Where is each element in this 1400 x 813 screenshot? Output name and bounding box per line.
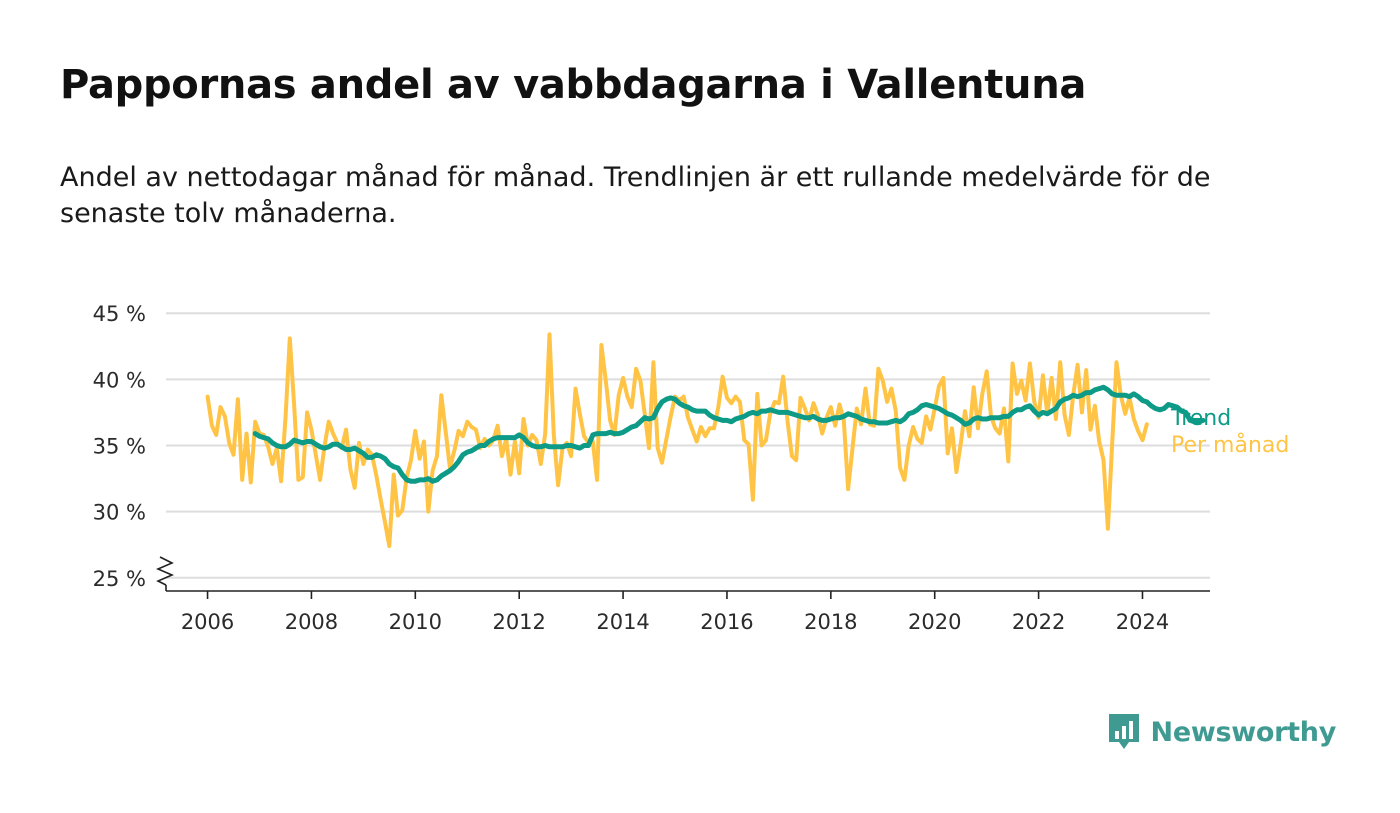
series-label-trend: Trend — [1170, 406, 1231, 431]
y-tick-label: 40 % — [93, 368, 146, 392]
series-label-per-manad: Per månad — [1171, 432, 1289, 458]
x-axis: 2006 2008 2010 2012 2014 2016 2018 2020 2022 2024 — [166, 590, 1210, 634]
y-tick-label: 25 % — [93, 567, 146, 591]
x-tick-label: 2014 — [596, 610, 649, 634]
axis-break-icon — [155, 556, 175, 586]
x-tick-label: 2016 — [700, 610, 753, 634]
x-tick-label: 2010 — [389, 610, 442, 634]
x-tick-label: 2022 — [1012, 610, 1065, 634]
y-tick-label: 35 % — [93, 435, 146, 459]
newsworthy-brand[interactable]: Newsworthy — [1107, 712, 1336, 752]
y-axis-ticks: 25 % 30 % 35 % 40 % 45 % — [93, 302, 175, 591]
x-tick-label: 2008 — [285, 610, 338, 634]
chart-subtitle: Andel av nettodagar månad för månad. Tre… — [60, 162, 1211, 229]
series-lines — [205, 332, 1206, 548]
y-tick-label: 45 % — [93, 302, 146, 326]
series-line-per-manad — [205, 332, 1149, 548]
series-line-trend — [252, 384, 1206, 484]
x-tick-label: 2012 — [492, 610, 545, 634]
x-tick-label: 2024 — [1116, 610, 1169, 634]
y-tick-label: 30 % — [93, 501, 146, 525]
x-tick-label: 2018 — [804, 610, 857, 634]
x-tick-label: 2020 — [908, 610, 961, 634]
newsworthy-logo-icon — [1108, 714, 1139, 749]
brand-name: Newsworthy — [1150, 716, 1337, 748]
chart-title: Pappornas andel av vabbdagarna i Vallent… — [60, 62, 1087, 108]
x-tick-label: 2006 — [181, 610, 234, 634]
